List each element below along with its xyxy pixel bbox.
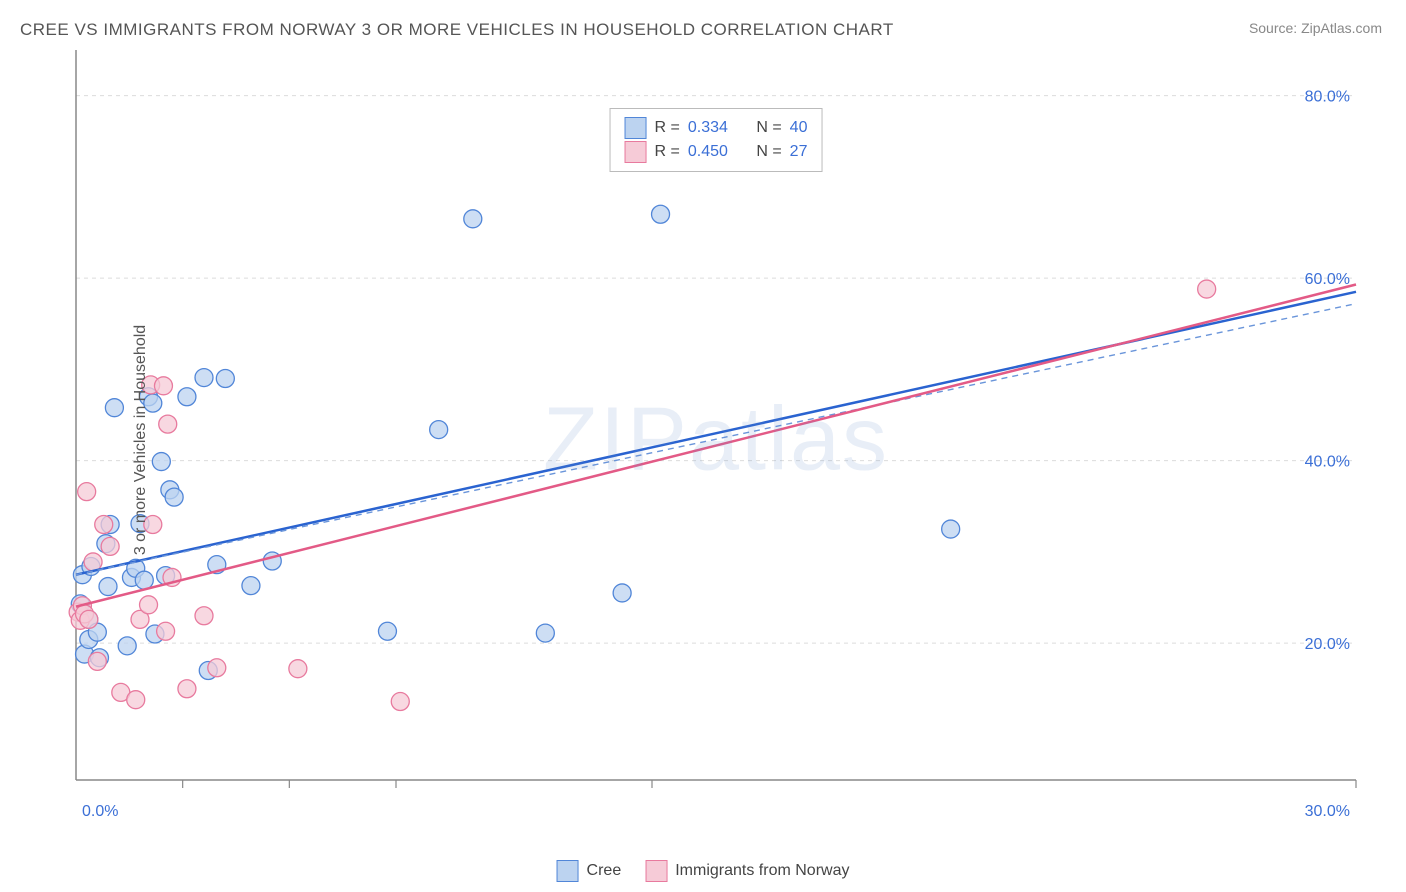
scatter-point [613,584,631,602]
legend-n-label: N = [752,119,782,137]
legend-row: R = 0.450 N = 27 [625,141,808,163]
source-attribution: Source: ZipAtlas.com [1249,20,1382,36]
legend-n-label: N = [752,143,782,161]
scatter-point [942,520,960,538]
scatter-point [216,370,234,388]
scatter-point [1198,280,1216,298]
scatter-point [84,553,102,571]
scatter-point [152,453,170,471]
scatter-point [430,421,448,439]
legend-series-name: Cree [587,862,622,880]
regression-dash-line [76,304,1356,575]
scatter-point [391,693,409,711]
scatter-point [378,622,396,640]
correlation-legend: R = 0.334 N = 40R = 0.450 N = 27 [610,108,823,172]
scatter-point [165,488,183,506]
scatter-point [178,388,196,406]
scatter-point [135,571,153,589]
legend-swatch [625,117,647,139]
x-tick-label: 30.0% [1305,803,1350,820]
scatter-point [78,483,96,501]
legend-swatch [645,860,667,882]
regression-line [76,292,1356,575]
scatter-point [99,578,117,596]
scatter-point [105,399,123,417]
legend-r-value: 0.334 [688,119,744,137]
y-tick-label: 20.0% [1305,636,1350,653]
scatter-point [95,516,113,534]
scatter-point [88,652,106,670]
legend-swatch [625,141,647,163]
legend-n-value: 27 [790,143,808,161]
legend-row: R = 0.334 N = 40 [625,117,808,139]
scatter-point [536,624,554,642]
legend-series-name: Immigrants from Norway [675,862,849,880]
scatter-point [195,607,213,625]
legend-r-label: R = [655,119,680,137]
series-legend: Cree Immigrants from Norway [557,860,850,882]
scatter-point [101,537,119,555]
legend-r-value: 0.450 [688,143,744,161]
scatter-point [154,377,172,395]
regression-line [76,285,1356,607]
legend-n-value: 40 [790,119,808,137]
scatter-point [242,577,260,595]
y-axis-label: 3 or more Vehicles in Household [132,325,150,555]
scatter-point [118,637,136,655]
legend-swatch [557,860,579,882]
chart-title: CREE VS IMMIGRANTS FROM NORWAY 3 OR MORE… [20,20,894,40]
legend-item: Immigrants from Norway [645,860,849,882]
chart-container: 3 or more Vehicles in Household ZIPatlas… [46,50,1386,830]
legend-r-label: R = [655,143,680,161]
y-tick-label: 40.0% [1305,454,1350,471]
y-tick-label: 60.0% [1305,271,1350,288]
scatter-point [178,680,196,698]
scatter-point [80,610,98,628]
y-tick-label: 80.0% [1305,89,1350,106]
scatter-point [127,691,145,709]
scatter-point [208,659,226,677]
scatter-point [195,369,213,387]
scatter-point [464,210,482,228]
scatter-point [289,660,307,678]
scatter-point [140,596,158,614]
legend-item: Cree [557,860,622,882]
x-tick-label: 0.0% [82,803,118,820]
scatter-point [159,415,177,433]
scatter-point [652,205,670,223]
scatter-point [157,622,175,640]
